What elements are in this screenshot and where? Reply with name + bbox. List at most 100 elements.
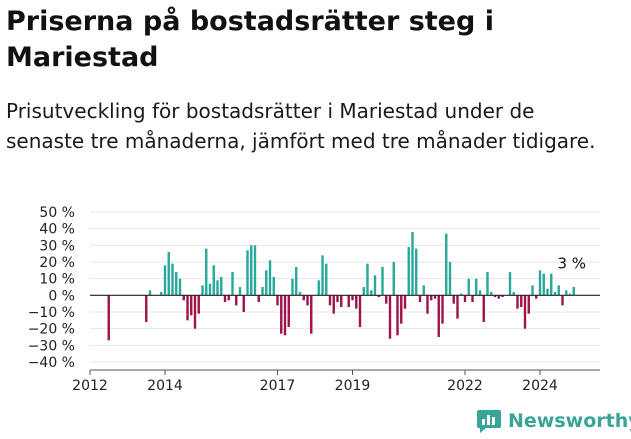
bar xyxy=(448,262,452,296)
bar xyxy=(407,247,410,296)
bar xyxy=(302,295,305,301)
bar xyxy=(171,263,174,296)
x-tick-label: 2017 xyxy=(260,378,296,394)
bar xyxy=(501,295,504,297)
bar xyxy=(392,262,395,296)
bar xyxy=(328,295,332,306)
bar xyxy=(415,248,418,296)
y-tick-label: 30 % xyxy=(39,238,75,254)
bar xyxy=(456,295,459,319)
bar xyxy=(223,295,227,302)
bar xyxy=(568,293,572,296)
bar xyxy=(418,295,422,302)
bar xyxy=(145,295,148,322)
bar xyxy=(220,277,223,296)
chart-subtitle: Prisutveckling för bostadsrätter i Marie… xyxy=(6,99,596,153)
bar xyxy=(205,248,208,296)
x-tick-label: 2019 xyxy=(335,378,371,394)
y-tick-label: 10 % xyxy=(39,272,75,288)
bar xyxy=(340,295,343,307)
bar xyxy=(291,278,294,296)
bar xyxy=(261,287,264,296)
bar xyxy=(193,295,197,329)
bar xyxy=(482,295,485,322)
bar xyxy=(227,295,230,301)
bar xyxy=(182,295,185,301)
bar xyxy=(490,292,493,296)
x-axis-ticks: 2012 2014 2017 2019 2022 2024 xyxy=(72,369,600,394)
bar xyxy=(497,295,500,299)
bar-series xyxy=(107,232,575,341)
bar xyxy=(550,273,553,296)
bar xyxy=(565,290,568,296)
bar xyxy=(561,295,564,306)
bar xyxy=(463,295,467,302)
bar xyxy=(351,295,354,301)
bar xyxy=(208,283,212,296)
x-tick-label: 2024 xyxy=(522,378,558,394)
bar xyxy=(373,275,377,296)
bar xyxy=(460,293,463,296)
bar xyxy=(433,295,437,299)
bar xyxy=(557,285,560,296)
grid-lines xyxy=(90,211,600,363)
bar xyxy=(388,295,392,339)
bar xyxy=(287,295,290,327)
bar xyxy=(231,272,234,296)
bar xyxy=(400,295,403,324)
bar xyxy=(523,295,527,329)
bar xyxy=(486,272,489,296)
bar xyxy=(531,285,534,296)
bar xyxy=(370,290,373,296)
bar xyxy=(366,263,369,296)
bar xyxy=(336,295,339,302)
bar xyxy=(148,290,152,296)
bar xyxy=(160,292,163,296)
bar xyxy=(295,267,298,296)
bar xyxy=(283,295,287,336)
bar xyxy=(310,295,313,334)
x-tick-label: 2012 xyxy=(72,378,108,394)
bar xyxy=(527,295,530,314)
bar xyxy=(478,290,482,296)
newsworthy-logo-icon xyxy=(477,410,501,433)
bar xyxy=(265,270,268,296)
bar xyxy=(235,295,238,306)
bar xyxy=(546,288,549,296)
bar xyxy=(175,272,178,296)
bar xyxy=(268,260,272,296)
bar xyxy=(238,287,242,296)
x-tick-label: 2014 xyxy=(147,378,183,394)
bar xyxy=(167,252,170,296)
bar xyxy=(242,295,245,312)
bar xyxy=(475,278,478,296)
bar xyxy=(538,270,542,296)
latest-value-label: 3 % xyxy=(557,254,586,272)
y-tick-label: 40 % xyxy=(39,222,75,238)
bar xyxy=(197,295,200,314)
y-tick-label: 0 % xyxy=(48,288,75,304)
newsworthy-logo-text: Newsworthy xyxy=(508,410,631,432)
y-tick-label: −40 % xyxy=(28,355,75,371)
bar xyxy=(347,295,350,307)
bar xyxy=(212,265,215,296)
bar xyxy=(441,295,444,324)
bar xyxy=(163,265,167,296)
bar xyxy=(332,295,335,314)
bar xyxy=(452,295,455,304)
bar xyxy=(535,295,538,299)
bar xyxy=(186,295,189,321)
bar xyxy=(572,287,575,296)
bar xyxy=(190,295,193,316)
bar xyxy=(306,295,309,306)
bar xyxy=(467,278,470,296)
bar xyxy=(445,233,448,296)
bar xyxy=(362,287,365,296)
annotations: 3 % xyxy=(557,254,586,272)
bar xyxy=(280,295,283,334)
bar xyxy=(512,292,515,296)
x-tick-label: 2022 xyxy=(447,378,483,394)
bar xyxy=(377,295,380,297)
bar xyxy=(250,245,253,296)
